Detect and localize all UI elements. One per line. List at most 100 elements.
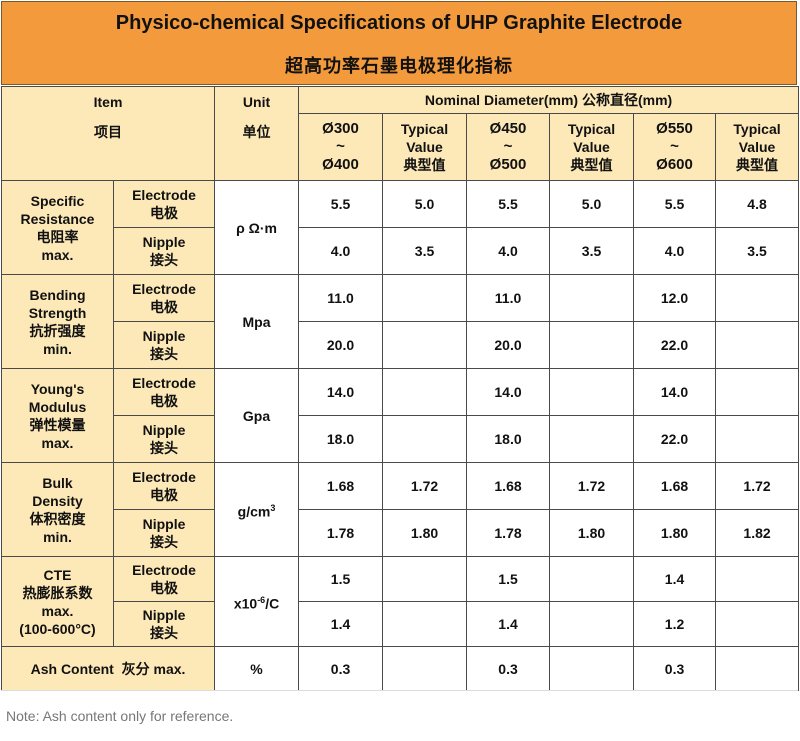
item-header-en: Item (93, 94, 123, 110)
header-row-bottom: Ø300 ~ Ø400 Typical Value 典型值 Ø450 ~ Ø500 Typi… (2, 113, 800, 181)
value-cell (382, 368, 468, 416)
value-cell: 0.3 (466, 646, 551, 691)
value-cell: 1.80 (549, 509, 635, 557)
label-ash-content: Ash Content 灰分 max. (0, 646, 216, 691)
value-cell: 0.3 (633, 646, 717, 691)
unit-young: Gpa (214, 368, 300, 463)
value-cell: 3.5 (715, 227, 800, 275)
value-cell: 1.5 (298, 556, 384, 602)
label-youngs-modulus: Young's Modulus 弹性模量 max. (1, 368, 114, 463)
sub-label-nipple: Nipple 接头 (112, 509, 216, 557)
value-cell (382, 556, 468, 602)
title-chinese: 超高功率石墨电极理化指标 (285, 56, 513, 77)
value-cell: 1.80 (382, 509, 468, 557)
value-cell: 20.0 (298, 321, 384, 369)
value-cell (549, 601, 635, 647)
value-cell (382, 274, 468, 322)
value-cell (382, 646, 468, 691)
value-cell (715, 368, 800, 416)
value-cell: 4.0 (466, 227, 551, 275)
unit-cte: x10-6/C (214, 556, 300, 647)
col-header-550-600: Ø550 ~ Ø600 (633, 113, 717, 181)
label-cte: CTE 热膨胀系数 max. (100-600°C) (1, 556, 114, 647)
unit-ash: % (214, 646, 300, 691)
value-cell: 1.2 (633, 601, 717, 647)
table-row: Nipple 接头 1.78 1.80 1.78 1.80 1.80 1.82 (2, 509, 800, 557)
table-row: Young's Modulus 弹性模量 max. Electrode 电极 Gpa 1… (1, 368, 800, 463)
col-header-typical-1: Typical Value 典型值 (382, 113, 468, 181)
value-cell (715, 415, 800, 463)
unit-bulk-density: g/cm3 (214, 462, 300, 557)
value-cell: 1.72 (549, 462, 635, 510)
table-row: Nipple 接头 1.4 1.4 1.2 (2, 601, 800, 647)
value-cell: 1.78 (298, 509, 384, 557)
value-cell: 18.0 (466, 415, 551, 463)
unit-header: Unit 单位 (214, 86, 300, 181)
value-cell: 14.0 (298, 368, 384, 416)
value-cell: 11.0 (298, 274, 384, 322)
col-header-typical-2: Typical Value 典型值 (549, 113, 635, 181)
value-cell (549, 646, 635, 691)
value-cell (715, 601, 800, 647)
value-cell (549, 274, 635, 322)
value-cell: 0.3 (298, 646, 384, 691)
footnote: Note: Ash content only for reference. (6, 708, 234, 724)
item-header: Item 项目 (0, 86, 216, 181)
item-header-cn: 项目 (94, 124, 122, 140)
value-cell: 1.4 (633, 556, 717, 602)
divider (1, 690, 798, 691)
unit-bending: Mpa (214, 274, 300, 369)
table-row: Nipple 接头 20.0 20.0 22.0 (2, 321, 800, 369)
sub-label-electrode: Electrode 电极 (112, 180, 216, 228)
value-cell: 1.68 (466, 462, 551, 510)
table-row: Bending Strength 抗折强度 min. Electrode 电极 Mpa … (1, 274, 800, 369)
value-cell (715, 646, 800, 691)
value-cell: 3.5 (382, 227, 468, 275)
unit-header-cn: 单位 (242, 124, 271, 140)
sub-label-electrode: Electrode 电极 (112, 462, 216, 510)
value-cell: 1.5 (466, 556, 551, 602)
value-cell: 3.5 (549, 227, 635, 275)
value-cell: 11.0 (466, 274, 551, 322)
spec-table: Item 项目 Unit 单位 Nominal Diameter(mm) 公称直… (0, 86, 800, 691)
value-cell: 1.78 (466, 509, 551, 557)
value-cell (382, 415, 468, 463)
col-header-typical-3: Typical Value 典型值 (715, 113, 800, 181)
value-cell: 1.72 (715, 462, 800, 510)
value-cell: 20.0 (466, 321, 551, 369)
sub-label-nipple: Nipple 接头 (112, 227, 216, 275)
value-cell: 4.8 (715, 180, 800, 228)
table-row: CTE 热膨胀系数 max. (100-600°C) Electrode 电极 x10-… (1, 556, 800, 647)
label-bulk-density: Bulk Density 体积密度 min. (1, 462, 114, 557)
sub-label-nipple: Nipple 接头 (112, 321, 216, 369)
value-cell: 14.0 (633, 368, 717, 416)
value-cell (549, 368, 635, 416)
value-cell (549, 321, 635, 369)
diameter-header: Nominal Diameter(mm) 公称直径(mm) (298, 86, 800, 114)
value-cell: 1.68 (298, 462, 384, 510)
value-cell: 5.5 (298, 180, 384, 228)
value-cell: 5.0 (382, 180, 468, 228)
value-cell (715, 321, 800, 369)
unit-resistance: ρ Ω·m (214, 180, 300, 275)
table-row: Nipple 接头 4.0 3.5 4.0 3.5 4.0 3.5 (2, 227, 800, 275)
table-row: Ash Content 灰分 max. % 0.3 0.3 0.3 (0, 646, 800, 691)
col-header-300-400: Ø300 ~ Ø400 (298, 113, 384, 181)
value-cell (549, 415, 635, 463)
title-english: Physico-chemical Specifications of UHP G… (115, 12, 683, 34)
value-cell: 4.0 (633, 227, 717, 275)
unit-header-en: Unit (242, 94, 271, 110)
title-banner: Physico-chemical Specifications of UHP G… (1, 1, 797, 85)
value-cell: 5.5 (633, 180, 717, 228)
value-cell: 1.4 (298, 601, 384, 647)
sub-label-electrode: Electrode 电极 (112, 274, 216, 322)
sub-label-nipple: Nipple 接头 (112, 415, 216, 463)
value-cell (715, 274, 800, 322)
value-cell: 4.0 (298, 227, 384, 275)
col-header-450-500: Ø450 ~ Ø500 (466, 113, 551, 181)
value-cell: 14.0 (466, 368, 551, 416)
header-row-top: Item 项目 Unit 单位 Nominal Diameter(mm) 公称直… (0, 86, 800, 181)
sub-label-electrode: Electrode 电极 (112, 556, 216, 602)
label-specific-resistance: Specific Resistance 电阻率 max. (1, 180, 114, 275)
sub-label-electrode: Electrode 电极 (112, 368, 216, 416)
